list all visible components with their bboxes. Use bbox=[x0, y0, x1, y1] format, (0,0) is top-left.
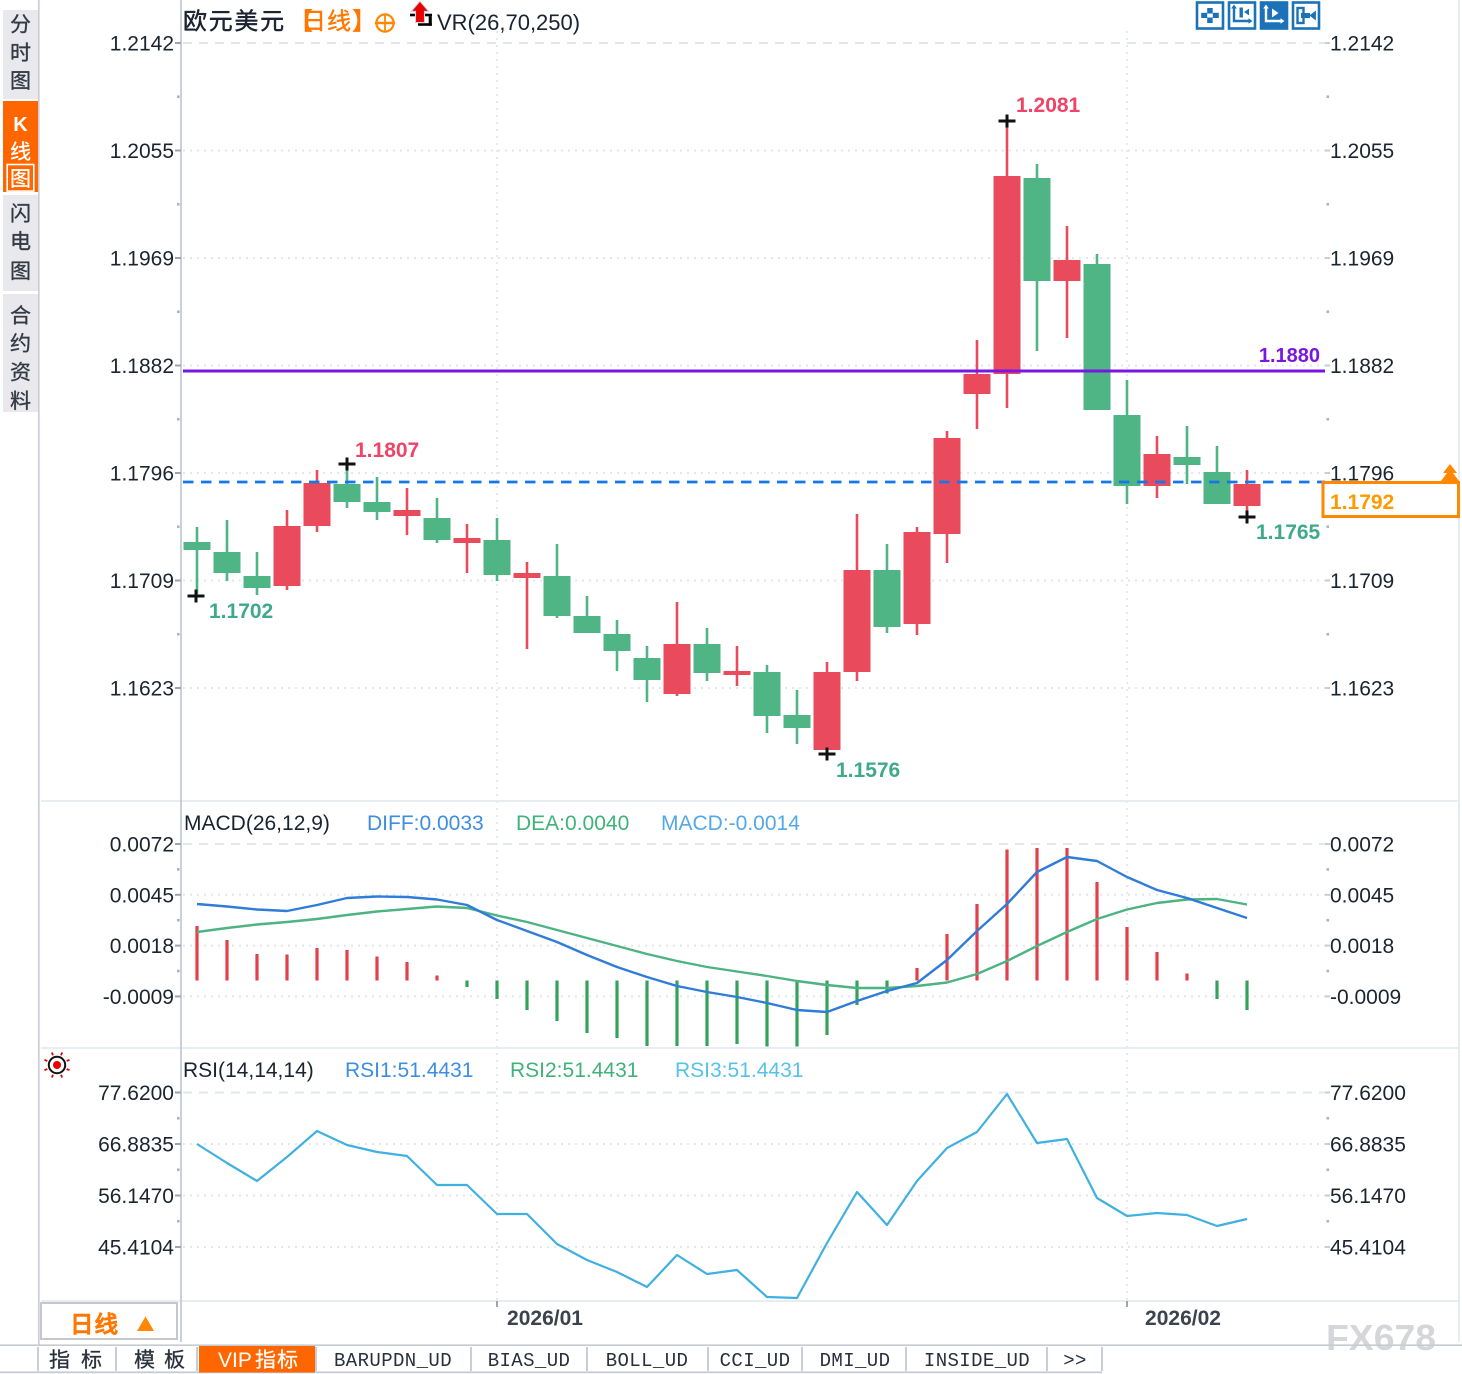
svg-text:VR(26,70,250): VR(26,70,250) bbox=[437, 10, 580, 35]
svg-text:DEA:0.0040: DEA:0.0040 bbox=[516, 812, 629, 835]
svg-text:56.1470: 56.1470 bbox=[1330, 1185, 1406, 1208]
svg-text:1.1623: 1.1623 bbox=[1330, 678, 1394, 701]
svg-text:56.1470: 56.1470 bbox=[98, 1185, 174, 1208]
svg-text:1.1882: 1.1882 bbox=[1330, 355, 1394, 378]
svg-text:1.1709: 1.1709 bbox=[1330, 570, 1394, 593]
svg-text:1.1576: 1.1576 bbox=[836, 759, 900, 782]
svg-text:BOLL_UD: BOLL_UD bbox=[606, 1350, 689, 1372]
svg-text:1.2142: 1.2142 bbox=[110, 33, 174, 56]
svg-text:0.0045: 0.0045 bbox=[110, 884, 174, 907]
svg-text:1.1702: 1.1702 bbox=[209, 600, 273, 623]
svg-text:45.4104: 45.4104 bbox=[98, 1237, 174, 1260]
svg-text:0.0045: 0.0045 bbox=[1330, 884, 1394, 907]
svg-text:BARUPDN_UD: BARUPDN_UD bbox=[334, 1350, 452, 1372]
svg-text:K: K bbox=[13, 114, 28, 136]
svg-text:RSI1:51.4431: RSI1:51.4431 bbox=[345, 1059, 473, 1082]
svg-text:CCI_UD: CCI_UD bbox=[720, 1350, 791, 1372]
svg-text:DMI_UD: DMI_UD bbox=[820, 1350, 891, 1372]
svg-text:DIFF:0.0033: DIFF:0.0033 bbox=[367, 812, 484, 835]
svg-text:-0.0009: -0.0009 bbox=[1330, 986, 1401, 1009]
svg-text:2026/02: 2026/02 bbox=[1145, 1307, 1221, 1330]
svg-text:VIP: VIP bbox=[218, 1349, 252, 1372]
svg-text:INSIDE_UD: INSIDE_UD bbox=[924, 1350, 1030, 1372]
svg-text:0.0018: 0.0018 bbox=[1330, 935, 1394, 958]
svg-text:1.1623: 1.1623 bbox=[110, 678, 174, 701]
svg-text:1.2055: 1.2055 bbox=[110, 140, 174, 163]
svg-text:1.1807: 1.1807 bbox=[355, 439, 419, 462]
svg-text:1.1969: 1.1969 bbox=[1330, 248, 1394, 271]
svg-text:1.1880: 1.1880 bbox=[1259, 345, 1320, 367]
svg-text:1.2142: 1.2142 bbox=[1330, 33, 1394, 56]
svg-text:RSI3:51.4431: RSI3:51.4431 bbox=[675, 1059, 803, 1082]
svg-text:MACD(26,12,9): MACD(26,12,9) bbox=[184, 812, 330, 835]
svg-text:-0.0009: -0.0009 bbox=[103, 986, 174, 1009]
svg-text:MACD:-0.0014: MACD:-0.0014 bbox=[661, 812, 800, 835]
svg-text:>>: >> bbox=[1063, 1350, 1087, 1372]
svg-text:45.4104: 45.4104 bbox=[1330, 1237, 1406, 1260]
svg-text:1.1969: 1.1969 bbox=[110, 248, 174, 271]
svg-text:1.2055: 1.2055 bbox=[1330, 140, 1394, 163]
svg-text:FX678: FX678 bbox=[1326, 1317, 1436, 1358]
svg-text:1.1882: 1.1882 bbox=[110, 355, 174, 378]
svg-text:1.1796: 1.1796 bbox=[1330, 463, 1394, 486]
svg-text:0.0072: 0.0072 bbox=[110, 834, 174, 857]
svg-text:1.1765: 1.1765 bbox=[1256, 521, 1321, 544]
svg-text:77.6200: 77.6200 bbox=[1330, 1082, 1406, 1105]
svg-text:77.6200: 77.6200 bbox=[98, 1082, 174, 1105]
svg-text:0.0018: 0.0018 bbox=[110, 935, 174, 958]
svg-text:RSI2:51.4431: RSI2:51.4431 bbox=[510, 1059, 638, 1082]
svg-text:2026/01: 2026/01 bbox=[507, 1307, 583, 1330]
svg-text:1.1792: 1.1792 bbox=[1330, 491, 1394, 514]
svg-text:1.1796: 1.1796 bbox=[110, 463, 174, 486]
svg-text:66.8835: 66.8835 bbox=[1330, 1134, 1406, 1157]
svg-text:BIAS_UD: BIAS_UD bbox=[488, 1350, 571, 1372]
svg-text:1.1709: 1.1709 bbox=[110, 570, 174, 593]
svg-text:1.2081: 1.2081 bbox=[1016, 94, 1081, 117]
svg-text:0.0072: 0.0072 bbox=[1330, 834, 1394, 857]
svg-text:RSI(14,14,14): RSI(14,14,14) bbox=[183, 1059, 314, 1082]
svg-text:66.8835: 66.8835 bbox=[98, 1134, 174, 1157]
